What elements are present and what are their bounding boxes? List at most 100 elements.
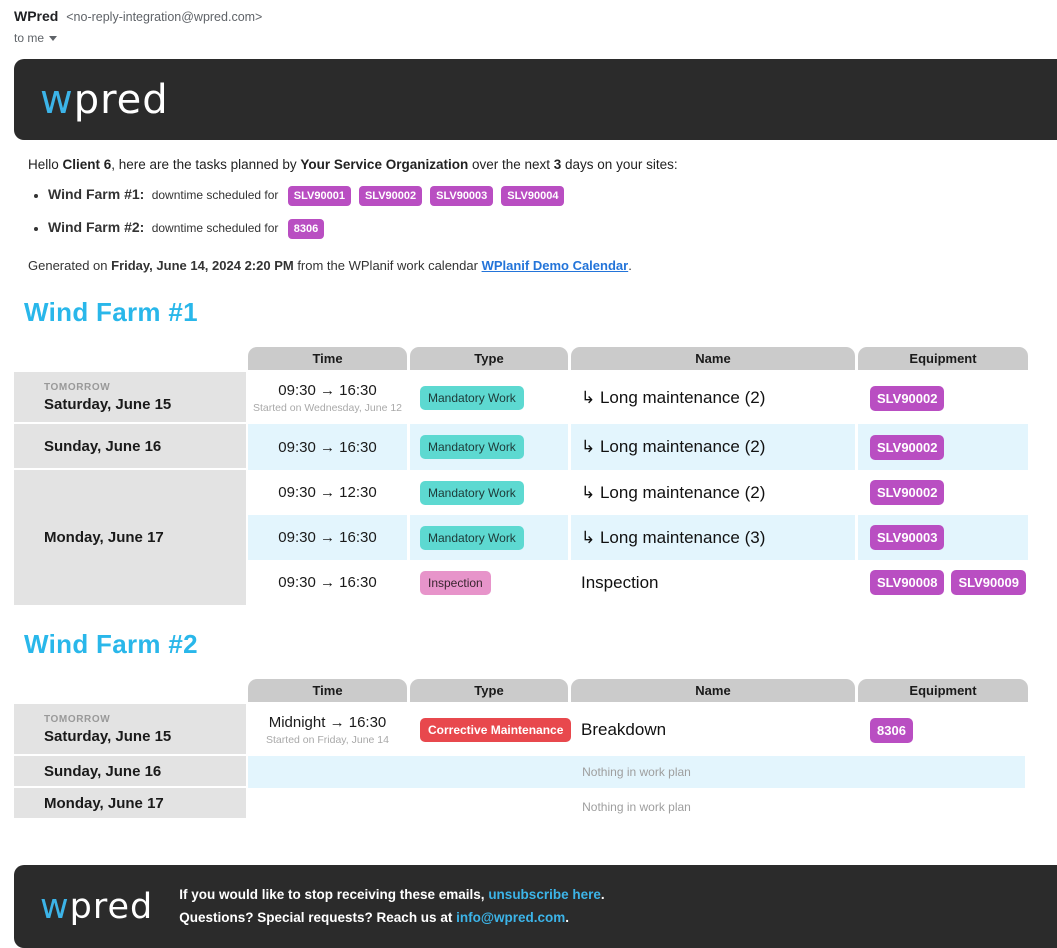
date-label: Saturday, June 15: [44, 395, 172, 413]
time-range: 09:30 → 16:30: [278, 529, 377, 546]
downtime-label: downtime scheduled for: [151, 188, 279, 203]
footer-seg: Questions? Special requests? Reach us at: [179, 909, 457, 925]
site-name: Wind Farm #1:: [48, 186, 145, 203]
date-label: Sunday, June 16: [44, 762, 162, 780]
equipment-badge: SLV90009: [951, 570, 1026, 595]
table-row: 09:30 → 12:30 Mandatory Work ↳ Long main…: [248, 470, 1028, 515]
header-spacer: [14, 679, 248, 702]
column-header-type: Type: [410, 347, 568, 370]
equipment-cell: SLV90002: [858, 372, 1028, 424]
task-name: Inspection: [581, 572, 659, 592]
unsubscribe-link[interactable]: unsubscribe here: [488, 887, 601, 903]
task-name: ↳ Long maintenance (2): [581, 482, 766, 502]
header-spacer: [14, 347, 248, 370]
days-count: 3: [553, 157, 562, 172]
time-range: 09:30 → 16:30: [278, 382, 377, 399]
date-cell-sunday: Sunday, June 16: [14, 756, 246, 786]
logo-pred: pred: [73, 76, 169, 123]
task-rows: Midnight → 16:30 Started on Friday, June…: [248, 704, 1028, 823]
date-label: Sunday, June 16: [44, 437, 162, 455]
time-range: 09:30 → 12:30: [278, 484, 377, 501]
table-row: 09:30 → 16:30 Mandatory Work ↳ Long main…: [248, 424, 1028, 470]
table-row: Midnight → 16:30 Started on Friday, June…: [248, 704, 1028, 756]
sender-name: WPred: [14, 8, 59, 24]
empty-plan-text: Nothing in work plan: [248, 756, 1025, 788]
type-badge: Mandatory Work: [420, 435, 524, 459]
generated-datetime: Friday, June 14, 2024 2:20 PM: [111, 258, 294, 273]
time-note: Started on Friday, June 14: [266, 734, 389, 746]
logo-w: w: [40, 76, 74, 123]
wpred-logo: wpred: [40, 77, 169, 123]
type-cell: Inspection: [410, 560, 568, 605]
message-header: WPred <no-reply-integration@wpred.com> t…: [0, 0, 1057, 45]
task-name: ↳ Long maintenance (2): [571, 424, 855, 470]
equipment-cell: 8306: [858, 704, 1028, 756]
time-cell: 09:30 → 16:30 Started on Wednesday, June…: [248, 372, 407, 424]
type-cell: Mandatory Work: [410, 470, 568, 515]
equipment-badge-row: SLV90001 SLV90002 SLV90003 SLV90004: [287, 186, 565, 206]
wpred-footer-logo: wpred: [40, 887, 153, 927]
type-cell: Mandatory Work: [410, 424, 568, 470]
type-badge: Mandatory Work: [420, 525, 524, 550]
date-cell-monday: Monday, June 17: [14, 470, 246, 605]
expand-details-icon[interactable]: [49, 35, 58, 41]
table-header-row: Time Type Name Equipment: [14, 347, 1028, 370]
date-label: Saturday, June 15: [44, 727, 172, 745]
table-row: 09:30 → 16:30 Inspection Inspection SLV9…: [248, 560, 1028, 605]
equipment-badge: 8306: [870, 717, 913, 743]
email-footer: wpred If you would like to stop receivin…: [14, 865, 1057, 948]
equipment-cell: SLV90002: [858, 424, 1028, 470]
generated-line: Generated on Friday, June 14, 2024 2:20 …: [28, 258, 1057, 273]
time-cell: 09:30 → 12:30: [248, 470, 407, 515]
type-badge: Inspection: [420, 570, 491, 595]
empty-plan-row: Nothing in work plan: [248, 791, 1028, 823]
farm1-table: Time Type Name Equipment TOMORROW Saturd…: [14, 347, 1028, 605]
equipment-badge: SLV90003: [430, 186, 494, 206]
table-row: 09:30 → 16:30 Mandatory Work ↳ Long main…: [248, 515, 1028, 560]
date-cell-saturday: TOMORROW Saturday, June 15: [14, 372, 246, 422]
footer-seg: .: [600, 887, 605, 903]
site-list: Wind Farm #1: downtime scheduled for SLV…: [48, 186, 1057, 239]
date-cell-sunday: Sunday, June 16: [14, 424, 246, 468]
intro-seg: days on your sites:: [561, 157, 678, 172]
farm1-title: Wind Farm #1: [24, 297, 198, 327]
footer-line-2: Questions? Special requests? Reach us at…: [179, 907, 604, 929]
type-cell: Mandatory Work: [410, 372, 568, 424]
task-name: ↳ Long maintenance (2): [581, 388, 766, 407]
time-range: 09:30 → 16:30: [278, 438, 377, 456]
empty-plan-text: Nothing in work plan: [582, 800, 691, 814]
site-name: Wind Farm #2:: [48, 219, 145, 236]
time-cell: 09:30 → 16:30: [248, 515, 407, 560]
column-header-name: Name: [571, 347, 855, 370]
sender-row: WPred <no-reply-integration@wpred.com>: [14, 8, 1057, 24]
task-name: Breakdown: [581, 720, 667, 739]
equipment-badge: SLV90002: [870, 480, 945, 505]
column-header-time: Time: [248, 347, 407, 370]
downtime-label: downtime scheduled for: [151, 221, 279, 236]
contact-email-link[interactable]: info@wpred.com: [456, 909, 566, 925]
time-cell: 09:30 → 16:30: [248, 560, 407, 605]
type-badge: Corrective Maintenance: [420, 718, 572, 742]
date-tag: TOMORROW: [44, 713, 111, 725]
intro-seg: over the next: [468, 157, 554, 172]
date-cell-monday: Monday, June 17: [14, 788, 246, 818]
intro-text: Hello Client 6, here are the tasks plann…: [28, 157, 1057, 172]
column-header-equipment: Equipment: [858, 347, 1028, 370]
farm2-table: Time Type Name Equipment TOMORROW Saturd…: [14, 679, 1028, 823]
equipment-cell: SLV90002: [858, 470, 1028, 515]
equipment-badge: 8306: [287, 219, 325, 239]
recipient-label: to me: [14, 31, 45, 45]
type-badge: Mandatory Work: [420, 480, 524, 505]
equipment-badge: SLV90002: [870, 385, 945, 411]
footer-line-1: If you would like to stop receiving thes…: [179, 884, 604, 906]
recipient-dropdown[interactable]: to me: [14, 31, 84, 45]
farm2-title: Wind Farm #2: [24, 629, 198, 659]
type-cell: Mandatory Work: [410, 515, 568, 560]
site-item-wind-farm-1: Wind Farm #1: downtime scheduled for SLV…: [48, 186, 1057, 206]
footer-text: If you would like to stop receiving thes…: [179, 884, 604, 929]
time-note: Started on Wednesday, June 12: [252, 402, 403, 414]
calendar-link[interactable]: WPlanif Demo Calendar: [481, 258, 629, 273]
time-range: 09:30 → 16:30: [278, 574, 377, 591]
service-org-name: Your Service Organization: [300, 157, 469, 172]
column-header-type: Type: [410, 679, 568, 702]
